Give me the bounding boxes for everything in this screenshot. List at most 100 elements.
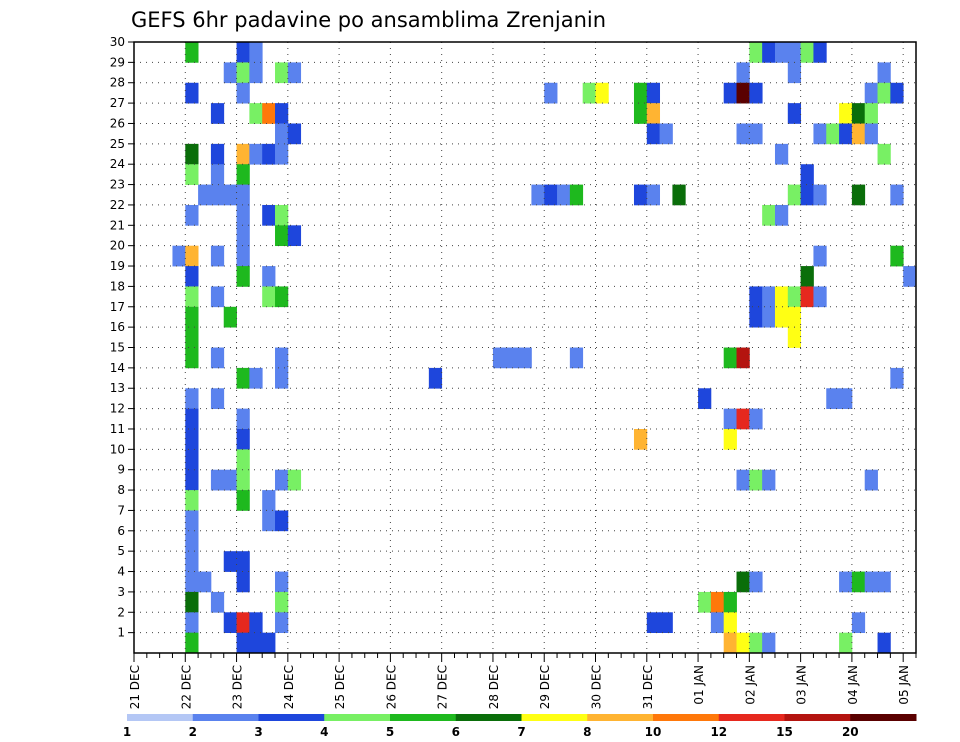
- heatmap-cell: [646, 612, 661, 633]
- heatmap-cell: [736, 469, 750, 491]
- heatmap-cell: [749, 306, 763, 328]
- heatmap-cell: [223, 62, 237, 84]
- heatmap-cell: [249, 632, 263, 654]
- heatmap-cell: [749, 82, 763, 104]
- heatmap-cell: [236, 612, 250, 633]
- heatmap-cell: [185, 204, 199, 226]
- heatmap-cell: [210, 184, 225, 206]
- heatmap-cell: [762, 286, 776, 308]
- heatmap-cell: [903, 266, 917, 287]
- heatmap-cell: [198, 184, 212, 206]
- heatmap-cell: [544, 82, 558, 104]
- heatmap-cell: [223, 612, 237, 633]
- heatmap-cell: [890, 184, 904, 206]
- heatmap-cell: [736, 408, 750, 430]
- heatmap-cell: [185, 164, 199, 185]
- heatmap-cell: [839, 388, 853, 409]
- heatmap-cell: [236, 632, 250, 654]
- legend-swatch: [653, 714, 720, 721]
- heatmap-cell: [210, 245, 225, 267]
- heatmap-cell: [185, 306, 199, 328]
- heatmap-cell: [839, 103, 853, 124]
- heatmap-cell: [236, 266, 250, 287]
- heatmap-cell: [851, 571, 866, 593]
- heatmap-cell: [774, 204, 789, 226]
- heatmap-cell: [633, 103, 648, 124]
- x-tick-label: 26 DEC: [384, 665, 398, 709]
- heatmap-cell: [800, 42, 814, 63]
- legend-label: 4: [320, 725, 328, 739]
- heatmap-cell: [275, 103, 289, 124]
- legend-swatch: [850, 714, 917, 721]
- heatmap-cell: [262, 510, 276, 532]
- heatmap-cell: [851, 103, 866, 124]
- heatmap-cell: [185, 429, 199, 450]
- heatmap-cell: [275, 204, 289, 226]
- heatmap-cell: [210, 388, 225, 409]
- legend-label: 2: [189, 725, 197, 739]
- heatmap-cell: [762, 306, 776, 328]
- heatmap-cell: [877, 632, 891, 654]
- heatmap-cell: [287, 123, 302, 145]
- y-tick-label: 12: [110, 402, 125, 416]
- legend-label: 5: [386, 725, 394, 739]
- heatmap-cell: [236, 408, 250, 430]
- y-tick-label: 21: [110, 218, 125, 232]
- heatmap-cell: [582, 82, 596, 104]
- y-tick-label: 6: [117, 524, 125, 538]
- y-tick-label: 3: [117, 585, 125, 599]
- heatmap-cell: [839, 571, 853, 593]
- heatmap-cell: [185, 490, 199, 511]
- heatmap-cell: [185, 510, 199, 532]
- y-tick-label: 25: [110, 137, 125, 151]
- legend-swatch: [587, 714, 654, 721]
- heatmap-cell: [723, 612, 737, 633]
- x-tick-label: 04 JAN: [846, 665, 860, 705]
- heatmap-cell: [185, 347, 199, 369]
- x-tick-label: 03 JAN: [795, 665, 809, 705]
- heatmap-cell: [787, 42, 802, 63]
- heatmap-cell: [813, 42, 827, 63]
- heatmap-cell: [710, 612, 725, 633]
- color-legend: 1 2 3 4 5 6 7 8 10 12 15 20: [123, 714, 917, 739]
- heatmap-cell: [646, 82, 661, 104]
- y-tick-label: 2: [117, 605, 125, 619]
- y-tick-label: 14: [110, 361, 125, 375]
- heatmap-cell: [236, 245, 250, 267]
- heatmap-cell: [723, 408, 737, 430]
- heatmap-cell: [185, 408, 199, 430]
- heatmap-cell: [185, 286, 199, 308]
- heatmap-cell: [275, 469, 289, 491]
- heatmap-cell: [851, 184, 866, 206]
- heatmap-cell: [262, 103, 276, 124]
- x-tick-label: 25 DEC: [333, 665, 347, 709]
- heatmap-cell: [185, 530, 199, 552]
- heatmap-cell: [659, 123, 673, 145]
- heatmap-cell: [275, 591, 289, 613]
- heatmap-cell: [723, 632, 737, 654]
- heatmap-cell: [185, 327, 199, 348]
- heatmap-cell: [236, 62, 250, 84]
- heatmap-cell: [262, 632, 276, 654]
- legend-label: 20: [842, 725, 859, 739]
- y-tick-label: 9: [117, 463, 125, 477]
- heatmap-cell: [249, 367, 263, 389]
- heatmap-cell: [826, 388, 840, 409]
- heatmap-cell: [210, 347, 225, 369]
- x-tick-label: 05 JAN: [897, 665, 911, 705]
- y-tick-label: 17: [110, 300, 125, 314]
- heatmap-cell: [890, 367, 904, 389]
- heatmap-cell: [633, 184, 648, 206]
- heatmap-cell: [659, 612, 673, 633]
- y-axis-ticks: 1234567891011121314151617181920212223242…: [110, 35, 134, 640]
- heatmap-cell: [890, 82, 904, 104]
- heatmap-cell: [864, 469, 878, 491]
- heatmap-cell: [249, 103, 263, 124]
- x-tick-label: 31 DEC: [641, 665, 655, 709]
- heatmap-cell: [813, 184, 827, 206]
- heatmap-cell: [236, 490, 250, 511]
- x-tick-label: 23 DEC: [231, 665, 245, 709]
- heatmap-cell: [646, 184, 661, 206]
- y-tick-label: 1: [117, 626, 125, 640]
